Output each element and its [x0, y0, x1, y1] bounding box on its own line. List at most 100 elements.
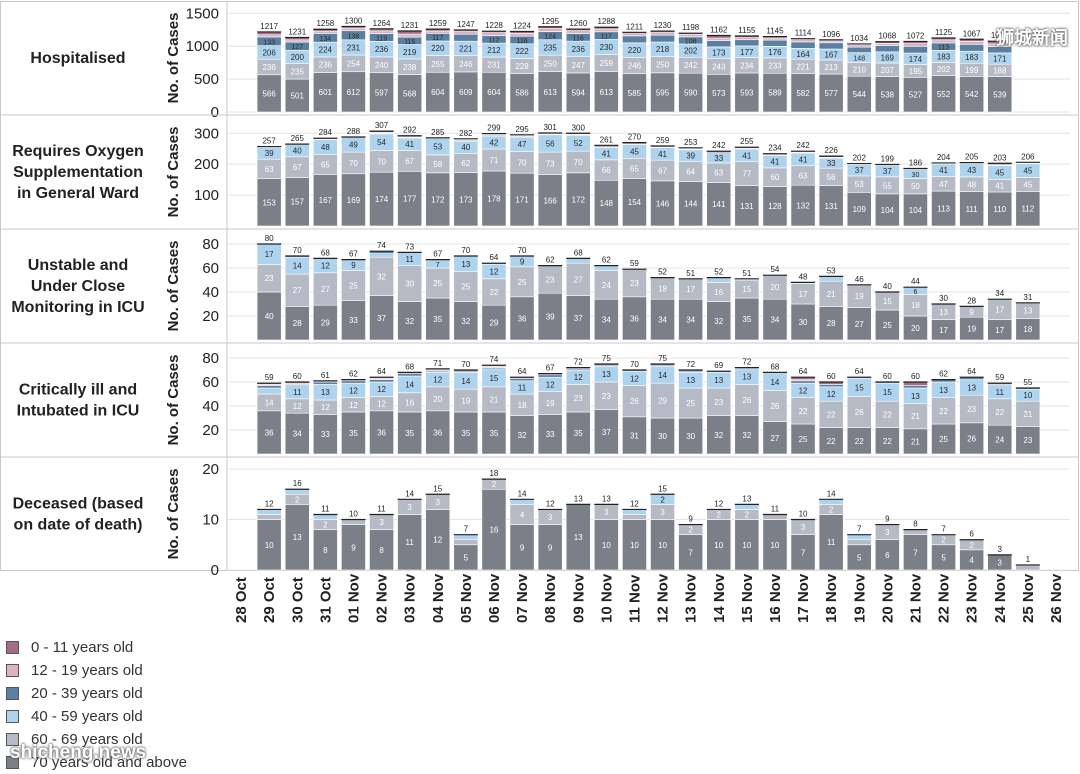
bar-stack: 34 18 52 — [650, 268, 675, 341]
total-label: 202 — [853, 154, 867, 163]
legend-item: 60 - 69 years old — [6, 728, 187, 751]
segment-label: 39 — [686, 152, 695, 161]
y-tick-label: 40 — [202, 284, 219, 301]
segment-label: 18 — [658, 284, 667, 293]
bar-stack: 32 23 13 69 — [706, 361, 732, 455]
segment-label: 17 — [799, 290, 808, 299]
bar-stack: 34 24 62 — [593, 256, 619, 341]
bar-stack: 33 25 9 67 — [341, 250, 366, 341]
bar-segment — [537, 174, 563, 227]
x-tick-label: 24 Nov — [992, 573, 1009, 623]
bar-stack: 10 3 2 15 — [650, 484, 675, 571]
bar-segment — [959, 76, 985, 113]
segment-label: 234 — [740, 61, 754, 70]
bar-stack: 157 67 40 265 — [284, 134, 310, 227]
total-label: 64 — [855, 367, 864, 376]
segment-label: 13 — [602, 370, 611, 379]
bar-segment — [369, 295, 394, 341]
segment-label: 224 — [319, 46, 333, 55]
x-tick-label: 01 Nov — [345, 573, 362, 623]
segment-label: 11 — [405, 538, 414, 547]
segment-label: 54 — [377, 138, 386, 147]
bar-stack: 21 21 13 60 — [903, 372, 928, 455]
bar-stack: 37 27 68 — [565, 248, 591, 341]
segment-label: 37 — [377, 314, 386, 323]
segment-label: 67 — [405, 157, 414, 166]
segment-label: 27 — [293, 286, 302, 295]
bar-segment — [987, 191, 1013, 227]
bar-segment — [818, 514, 844, 571]
segment-label: 590 — [684, 89, 698, 98]
total-label: 15 — [658, 484, 667, 493]
total-label: 51 — [686, 269, 695, 278]
segment-label: 32 — [714, 431, 723, 440]
segment-label: 9 — [351, 543, 356, 552]
segment-label: 601 — [319, 88, 333, 97]
total-label: 12 — [265, 499, 274, 508]
bar-segment — [874, 309, 900, 341]
bar-segment — [874, 193, 900, 227]
panel-label-line: on date of death) — [14, 517, 143, 534]
segment-label: 17 — [686, 285, 695, 294]
segment-label: 568 — [403, 89, 417, 98]
bar-stack: 33 — [987, 545, 1013, 571]
y-tick-label: 60 — [202, 374, 219, 391]
total-label: 13 — [602, 494, 611, 503]
segment-label: 6 — [913, 289, 917, 296]
segment-label: 230 — [600, 43, 614, 52]
segment-label: 612 — [347, 88, 361, 97]
segment-label: 3 — [379, 518, 384, 527]
segment-label: 219 — [403, 48, 417, 57]
total-label: 1259 — [429, 19, 447, 28]
bar-stack: 172 58 53 285 — [425, 128, 451, 227]
bar-stack: 22 22 12 60 — [818, 372, 844, 455]
total-label: 60 — [293, 372, 302, 381]
x-tick-label: 07 Nov — [514, 573, 531, 623]
bar-stack: 128 60 41 234 — [762, 144, 788, 227]
bar-segment — [903, 43, 928, 47]
segment-label: 236 — [375, 45, 389, 54]
bar-stack: 10 12 — [256, 499, 282, 571]
total-label: 72 — [686, 360, 695, 369]
segment-label: 235 — [291, 67, 305, 76]
total-label: 299 — [487, 124, 501, 133]
segment-label: 63 — [799, 171, 808, 180]
bar-stack: 30 29 14 75 — [650, 354, 675, 455]
segment-label: 32 — [405, 317, 414, 326]
segment-label: 188 — [993, 66, 1007, 75]
segment-label: 34 — [293, 430, 302, 439]
segment-label: 242 — [684, 61, 698, 70]
segment-label: 43 — [967, 166, 976, 175]
total-label: 301 — [543, 123, 557, 132]
bar-segment — [256, 410, 282, 455]
segment-label: 552 — [937, 90, 951, 99]
segment-label: 31 — [630, 431, 639, 440]
y-tick-label: 0 — [211, 104, 219, 121]
bar-segment — [453, 31, 479, 35]
total-label: 1295 — [541, 17, 559, 26]
panel-label-line: Hospitalised — [30, 50, 125, 67]
segment-label: 501 — [291, 92, 305, 101]
total-label: 62 — [939, 370, 948, 379]
segment-label: 124 — [544, 34, 556, 41]
segment-label: 6 — [885, 551, 890, 560]
segment-label: 148 — [853, 56, 865, 63]
bar-segment — [312, 414, 338, 455]
bar-segment — [425, 386, 451, 412]
bar-stack: 30 25 13 72 — [678, 360, 704, 455]
bar-stack: 604 231 212 112 1228 — [481, 21, 507, 113]
segment-label: 15 — [855, 383, 864, 392]
segment-label: 28 — [293, 319, 302, 328]
watermark-bottom-left: shicheng.news — [10, 742, 147, 763]
bar-segment — [593, 265, 619, 271]
bar-stack: 148 66 41 261 — [593, 135, 619, 227]
bar-segment — [509, 73, 535, 113]
segment-label: 47 — [939, 180, 948, 189]
bar-segment — [874, 539, 900, 571]
x-tick-label: 08 Nov — [542, 573, 559, 623]
segment-label: 32 — [461, 317, 470, 326]
segment-label: 22 — [489, 288, 498, 297]
panel-label-line: Unstable and — [28, 257, 128, 274]
bar-segment — [650, 32, 675, 36]
bar-stack: 6 3 9 — [874, 515, 900, 571]
